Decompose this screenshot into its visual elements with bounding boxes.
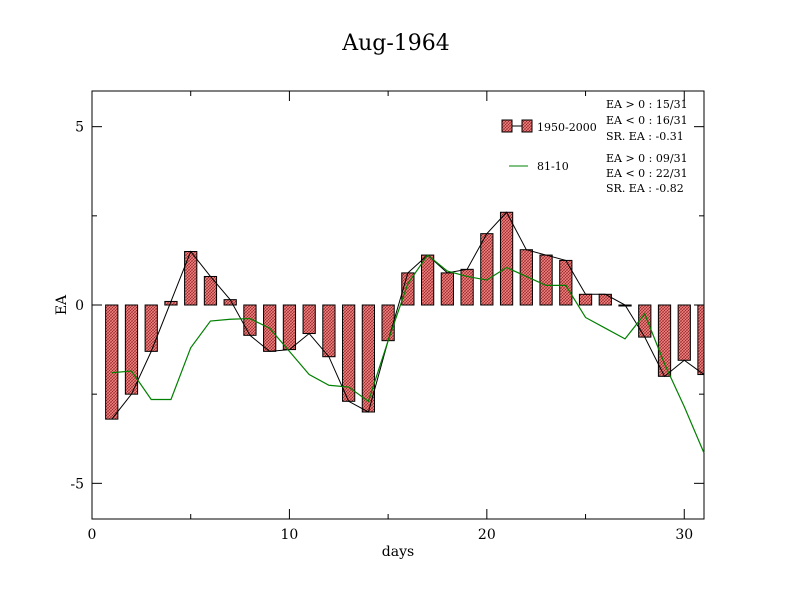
bar-day-12 xyxy=(322,304,336,358)
stats-block: EA > 0 : 15/31 EA < 0 : 16/31 SR. EA : -… xyxy=(606,98,688,195)
stat-8110-sr-ea: SR. EA : -0.82 xyxy=(606,182,684,195)
bar-day-10 xyxy=(282,304,297,351)
bar-day-22 xyxy=(519,249,533,306)
x-tick-label: 20 xyxy=(478,527,496,543)
x-tick-label: 10 xyxy=(281,527,299,543)
stat-1950-sr-ea: SR. EA : -0.31 xyxy=(606,130,684,143)
bar-day-19 xyxy=(460,268,474,306)
bar-day-21 xyxy=(499,211,514,306)
chart-title: Aug-1964 xyxy=(341,31,450,56)
bar-day-2 xyxy=(124,304,139,395)
x-tick-label: 0 xyxy=(88,527,97,543)
line-1950-2000 xyxy=(111,211,705,420)
legend: 1950-2000 81-10 xyxy=(501,119,597,173)
y-tick-label: -5 xyxy=(70,476,84,492)
stat-1950-ea-pos: EA > 0 : 15/31 xyxy=(606,98,688,111)
bar-day-1 xyxy=(105,304,119,420)
bar-day-3 xyxy=(144,304,158,352)
y-tick-label: 5 xyxy=(75,120,84,136)
line-series xyxy=(111,211,705,454)
bar-series xyxy=(105,211,705,420)
bar-day-31 xyxy=(697,304,705,376)
stat-8110-ea-pos: EA > 0 : 09/31 xyxy=(606,152,688,165)
x-tick-label: 30 xyxy=(675,527,693,543)
bar-day-18 xyxy=(440,272,454,306)
legend-label-1950-2000: 1950-2000 xyxy=(537,121,597,134)
line-81-10 xyxy=(111,254,705,454)
legend-swatch-1950-2000 xyxy=(501,119,513,133)
stat-8110-ea-neg: EA < 0 : 22/31 xyxy=(606,167,688,180)
bar-day-28 xyxy=(638,304,652,338)
y-tick-label: 0 xyxy=(75,298,84,314)
bar-day-5 xyxy=(184,251,198,306)
stat-1950-ea-neg: EA < 0 : 16/31 xyxy=(606,114,688,127)
x-axis-label: days xyxy=(382,544,414,560)
bar-day-30 xyxy=(677,304,691,361)
legend-label-81-10: 81-10 xyxy=(537,160,569,173)
bar-day-23 xyxy=(539,254,553,306)
bar-day-20 xyxy=(480,233,494,306)
bar-day-11 xyxy=(302,304,316,335)
y-axis-label: EA xyxy=(54,294,70,315)
bar-day-17 xyxy=(420,254,435,306)
bar-day-29 xyxy=(657,304,672,377)
axis-ticks: 0 10 20 30 -5 0 5 xyxy=(70,91,704,543)
bar-day-25 xyxy=(578,293,593,306)
bar-day-15 xyxy=(381,304,395,342)
legend-swatch-1950-2000-b xyxy=(521,119,533,133)
bar-day-26 xyxy=(598,293,612,306)
